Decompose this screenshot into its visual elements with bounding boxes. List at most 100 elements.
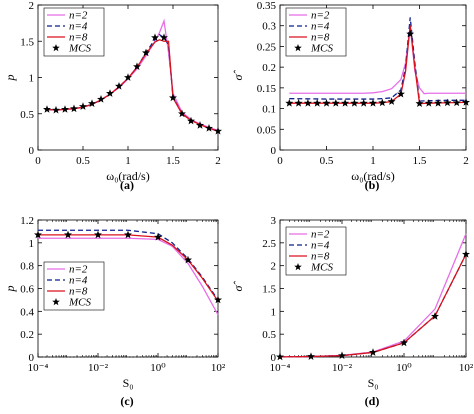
panel-label: (c) — [120, 394, 133, 408]
panel-label: (b) — [365, 178, 380, 192]
legend-marker — [294, 263, 302, 271]
mcs-star-marker — [64, 230, 72, 239]
mcs-star-marker — [462, 98, 470, 106]
legend-label: n=8 — [69, 286, 88, 298]
mcs-star-marker — [34, 230, 42, 239]
x-tick-label: 1 — [125, 155, 131, 167]
series-line-n4 — [289, 17, 466, 102]
x-tick-label: 1.5 — [166, 155, 180, 167]
legend-label: n=2 — [69, 10, 88, 22]
y-tick-label: 0.1 — [262, 104, 276, 116]
y-tick-label: 0.8 — [20, 261, 34, 273]
y-tick-label: 0.5 — [20, 109, 34, 121]
x-tick-label: 10⁰ — [396, 362, 412, 374]
legend-label: MCS — [68, 43, 92, 55]
legend-label: MCS — [310, 43, 334, 55]
y-tick-label: 1.2 — [20, 215, 34, 227]
y-tick-label: 0 — [271, 352, 277, 364]
mcs-star-marker — [452, 98, 461, 107]
mcs-star-marker — [276, 352, 284, 361]
y-tick-label: 2 — [29, 0, 35, 12]
mcs-star-marker — [396, 89, 405, 98]
x-tick-label: 0.5 — [320, 155, 334, 167]
mcs-star-marker — [79, 102, 87, 110]
x-axis-label: S₀ — [123, 376, 134, 390]
mcs-star-marker — [443, 98, 452, 107]
mcs-star-marker — [387, 97, 396, 105]
mcs-star-marker — [431, 312, 439, 320]
mcs-star-marker — [214, 126, 222, 135]
mcs-star-marker — [52, 105, 60, 114]
y-tick-label: 3 — [271, 215, 277, 227]
mcs-star-marker — [115, 82, 123, 90]
y-tick-label: 0.3 — [262, 21, 276, 33]
legend-marker — [52, 44, 60, 52]
mcs-star-marker — [434, 98, 443, 107]
y-tick-label: 0.15 — [257, 83, 277, 95]
mcs-star-marker — [307, 352, 315, 360]
x-tick-label: 2 — [215, 155, 221, 167]
y-axis-label: p — [3, 75, 17, 82]
mcs-star-marker — [187, 116, 195, 125]
y-tick-label: 1 — [29, 238, 35, 250]
legend-label: n=4 — [311, 240, 330, 252]
legend-label: n=4 — [69, 21, 88, 33]
y-tick-label: 0.35 — [257, 0, 277, 12]
x-tick-label: 10² — [211, 362, 226, 374]
mcs-star-marker — [462, 250, 470, 258]
legend-label: n=2 — [69, 264, 88, 276]
y-tick-label: 0.05 — [257, 124, 277, 136]
legend-label: MCS — [68, 297, 92, 309]
legend-label: n=2 — [311, 229, 330, 241]
mcs-star-marker — [285, 98, 294, 107]
mcs-star-marker — [169, 93, 177, 102]
y-axis-label: σ̂ — [231, 281, 245, 292]
panel-d: 10⁻⁴ 10⁻² 10⁰ 10² 0 0.5 1 1.5 2 2.5 3 S₀ σ̂ (d) n=2n=4… — [231, 215, 474, 408]
y-tick-label: 0 — [29, 352, 35, 364]
panel-b: 0 0.5 1 1.5 2 0 0.05 0.1 0.15 0.2 0.25 0.3 0.35 ω₀(ra… — [231, 0, 470, 192]
x-tick-label: 1.5 — [413, 155, 427, 167]
x-tick-label: 1 — [370, 155, 376, 167]
mcs-star-marker — [184, 255, 192, 264]
y-tick-label: 0.2 — [20, 329, 34, 341]
mcs-star-marker — [369, 98, 377, 107]
mcs-star-marker — [106, 89, 114, 97]
mcs-star-marker — [133, 62, 141, 71]
legend-marker — [294, 44, 302, 52]
mcs-star-marker — [350, 98, 359, 107]
mcs-star-marker — [196, 121, 204, 129]
y-tick-label: 1 — [29, 73, 35, 85]
y-tick-label: 0.2 — [262, 62, 276, 74]
mcs-star-marker — [88, 99, 96, 107]
legend-label: n=2 — [311, 10, 330, 22]
series-line-n8 — [46, 39, 219, 132]
legend-label: n=8 — [69, 32, 88, 44]
mcs-star-marker — [70, 104, 78, 113]
mcs-star-marker — [94, 230, 102, 239]
panel-label: (d) — [365, 394, 380, 408]
y-tick-label: 1.5 — [20, 36, 34, 48]
y-tick-label: 2 — [271, 261, 277, 273]
legend-label: n=4 — [311, 21, 330, 33]
legend-marker — [52, 298, 60, 306]
x-tick-label: 10⁻² — [88, 362, 109, 374]
y-tick-label: 0.25 — [257, 41, 277, 53]
y-axis-label: σ̂ — [231, 70, 245, 81]
legend-label: MCS — [310, 262, 334, 274]
y-tick-label: 1 — [271, 306, 277, 318]
mcs-star-marker — [313, 98, 322, 107]
x-axis-label: S₀ — [368, 376, 379, 390]
mcs-star-marker — [178, 109, 186, 118]
mcs-star-marker — [406, 29, 415, 38]
mcs-star-marker — [338, 351, 346, 360]
y-tick-label: 0 — [29, 145, 35, 157]
mcs-star-marker — [294, 98, 303, 107]
mcs-star-marker — [61, 105, 69, 113]
mcs-star-marker — [359, 98, 368, 107]
mcs-star-marker — [369, 348, 377, 356]
x-tick-label: 0 — [277, 155, 283, 167]
panel-c: 10⁻⁴ 10⁻² 10⁰ 10² 0 0.2 0.4 0.6 0.8 1 1.2 S₀ p (c) n=2… — [3, 215, 226, 408]
series-line-n2 — [38, 237, 219, 316]
mcs-star-marker — [151, 33, 159, 42]
